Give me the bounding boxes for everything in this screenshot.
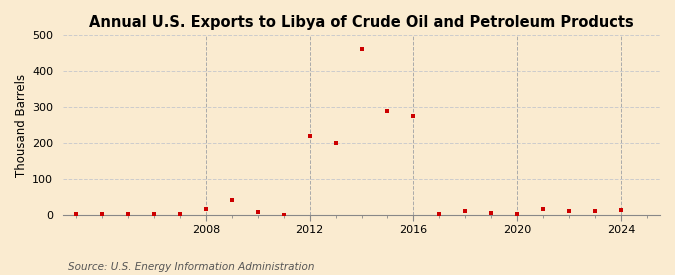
Point	[564, 209, 574, 213]
Title: Annual U.S. Exports to Libya of Crude Oil and Petroleum Products: Annual U.S. Exports to Libya of Crude Oi…	[89, 15, 634, 30]
Point	[97, 212, 107, 216]
Point	[174, 212, 185, 216]
Text: Source: U.S. Energy Information Administration: Source: U.S. Energy Information Administ…	[68, 262, 314, 272]
Point	[538, 207, 549, 211]
Point	[148, 212, 159, 216]
Point	[382, 109, 393, 113]
Point	[122, 212, 133, 216]
Y-axis label: Thousand Barrels: Thousand Barrels	[15, 73, 28, 177]
Point	[330, 141, 341, 145]
Point	[512, 211, 522, 216]
Point	[252, 210, 263, 214]
Point	[486, 211, 497, 215]
Point	[71, 212, 82, 216]
Point	[460, 208, 470, 213]
Point	[200, 207, 211, 212]
Point	[278, 213, 289, 217]
Point	[304, 134, 315, 138]
Point	[226, 198, 237, 203]
Point	[356, 46, 367, 51]
Point	[408, 114, 418, 118]
Point	[434, 211, 445, 216]
Point	[590, 209, 601, 213]
Point	[616, 208, 626, 212]
